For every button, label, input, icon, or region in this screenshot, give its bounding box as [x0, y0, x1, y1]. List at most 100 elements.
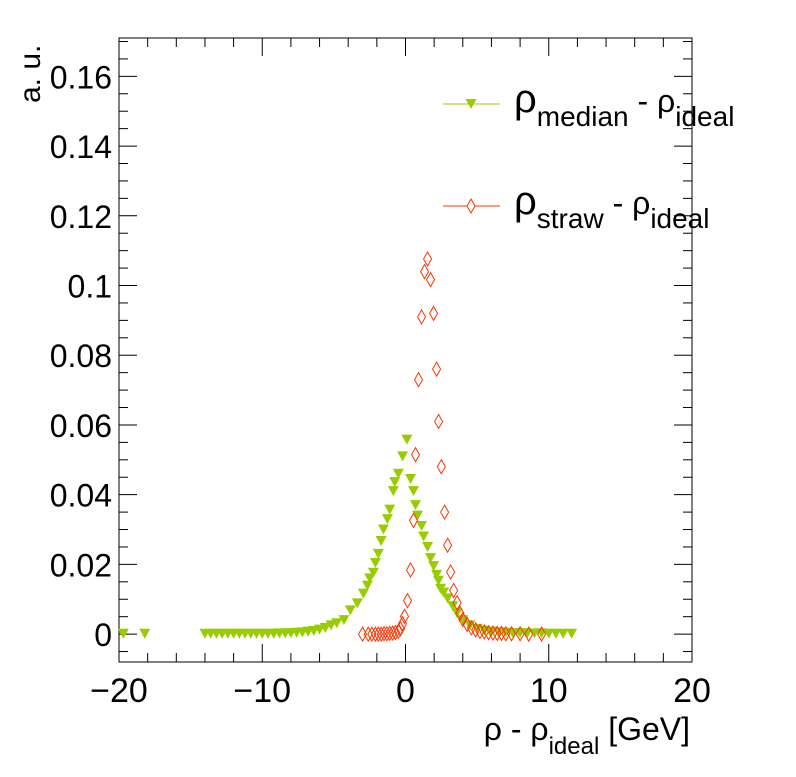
point-median	[428, 561, 440, 572]
point-straw	[434, 413, 444, 430]
x-tick-label: 10	[530, 672, 568, 710]
point-median	[425, 553, 437, 564]
point-straw	[363, 626, 373, 643]
point-median	[418, 531, 430, 542]
point-straw	[537, 626, 547, 643]
x-axis-label: ρ - ρideal [GeV]	[484, 711, 690, 760]
point-median	[432, 575, 444, 586]
point-straw	[496, 625, 507, 642]
x-tick-label: −20	[90, 672, 148, 710]
y-tick-label: 0.04	[50, 478, 112, 514]
point-straw	[515, 625, 525, 642]
point-median	[392, 468, 404, 479]
point-median	[325, 620, 337, 631]
point-median	[451, 608, 463, 619]
point-median	[369, 557, 381, 568]
point-median	[507, 628, 519, 639]
point-median	[357, 588, 369, 599]
point-median	[422, 541, 434, 552]
point-median	[408, 486, 420, 497]
point-straw	[475, 623, 485, 640]
point-straw	[484, 624, 494, 641]
point-median	[416, 521, 428, 532]
point-median	[319, 622, 331, 633]
point-median	[528, 628, 540, 639]
point-median	[361, 580, 373, 591]
point-median	[438, 587, 450, 598]
point-straw	[357, 626, 368, 643]
point-straw	[446, 564, 456, 581]
y-axis-label: a. u.	[14, 45, 47, 103]
point-median	[375, 536, 387, 547]
legend-entry-straw: ρstraw - ρideal	[443, 179, 709, 234]
point-median	[500, 627, 512, 638]
y-tick-label: 0.16	[50, 59, 112, 95]
point-median	[536, 628, 548, 639]
series-median	[117, 434, 578, 639]
legend: ρmedian - ρideal ρstraw - ρideal	[443, 77, 734, 234]
point-straw	[436, 458, 446, 475]
point-straw	[425, 271, 436, 288]
x-tick-label: 0	[396, 672, 415, 710]
point-straw	[390, 624, 401, 641]
legend-entry-median: ρmedian - ρideal	[443, 77, 734, 132]
y-tick-label: 0.08	[50, 338, 112, 374]
point-median	[331, 618, 343, 629]
point-median	[367, 567, 379, 578]
point-straw	[452, 594, 462, 611]
y-tick-label: 0	[94, 617, 112, 653]
point-straw	[449, 582, 459, 599]
point-straw	[443, 537, 453, 554]
point-straw	[388, 625, 398, 642]
x-tick-label: 20	[673, 672, 711, 710]
point-median	[377, 524, 389, 535]
point-median	[550, 628, 562, 639]
point-straw	[440, 504, 450, 521]
point-straw	[432, 361, 442, 378]
point-median	[410, 500, 422, 511]
point-straw	[367, 626, 377, 643]
point-median	[442, 593, 454, 604]
point-median	[405, 473, 417, 484]
point-median	[351, 598, 363, 609]
legend-marker-straw	[466, 197, 476, 215]
point-median	[431, 569, 443, 580]
point-straw	[488, 625, 498, 642]
data-points	[117, 251, 578, 643]
point-straw	[376, 626, 386, 643]
y-tick-labels: 0 0.02 0.04 0.06 0.08 0.1 0.12 0.14 0.16	[50, 59, 112, 653]
point-straw	[382, 625, 392, 642]
point-straw	[462, 616, 472, 633]
point-median	[557, 628, 569, 639]
point-median	[384, 504, 396, 515]
legend-marker-median	[465, 99, 477, 109]
point-median	[381, 514, 393, 525]
y-tick-label: 0.14	[50, 129, 112, 165]
point-straw	[429, 305, 439, 322]
point-straw	[379, 625, 389, 642]
point-median	[521, 628, 533, 639]
point-median	[566, 628, 578, 639]
point-median	[447, 601, 459, 612]
point-median	[117, 628, 129, 639]
point-straw	[399, 608, 410, 625]
point-straw	[455, 605, 465, 622]
point-straw	[405, 561, 416, 578]
y-tick-label: 0.1	[68, 269, 112, 305]
point-straw	[402, 592, 413, 609]
point-straw	[413, 371, 424, 388]
point-median	[387, 486, 399, 497]
legend-label-median: ρmedian - ρideal	[514, 77, 734, 132]
point-median	[389, 477, 401, 488]
point-median	[401, 434, 413, 445]
y-tick-label: 0.12	[50, 199, 112, 235]
point-median	[543, 628, 555, 639]
point-straw	[458, 611, 468, 628]
point-straw	[479, 624, 489, 641]
x-tick-label: −10	[233, 672, 291, 710]
point-median	[372, 548, 384, 559]
point-straw	[422, 251, 433, 268]
point-median	[412, 510, 424, 521]
point-straw	[408, 512, 419, 529]
